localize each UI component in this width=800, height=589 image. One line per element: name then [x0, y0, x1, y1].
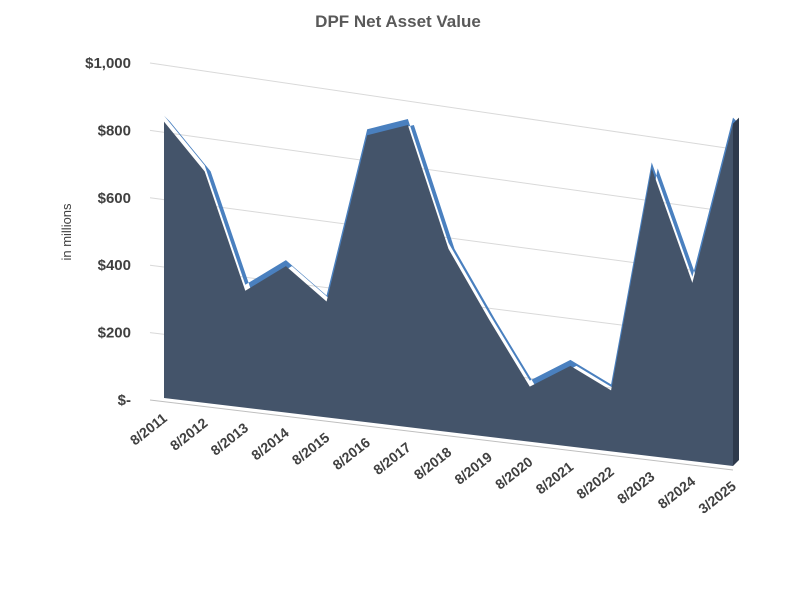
x-tick-label: 8/2018: [411, 444, 455, 483]
x-tick-label: 8/2016: [329, 434, 373, 473]
area-side: [733, 117, 739, 466]
x-tick-label: 8/2011: [127, 410, 170, 449]
x-tick-label: 8/2014: [248, 424, 292, 463]
x-tick-label: 8/2013: [208, 419, 252, 458]
gridline: [149, 62, 734, 150]
y-tick-label: $800: [98, 122, 131, 139]
y-tick-label: $600: [98, 190, 131, 207]
x-tick-label: 8/2023: [614, 468, 658, 507]
x-tick-label: 8/2019: [451, 448, 495, 487]
y-tick-label: $200: [98, 325, 131, 342]
y-axis-label: in millions: [59, 203, 74, 261]
area-series: [164, 115, 739, 466]
x-tick-label: 8/2012: [167, 414, 211, 453]
x-tick-label: 8/2015: [289, 429, 333, 468]
area-face: [164, 121, 733, 466]
x-tick-label: 8/2022: [573, 463, 617, 502]
chart-title: DPF Net Asset Value: [315, 12, 481, 31]
y-tick-label: $1,000: [85, 55, 131, 72]
y-tick-label: $-: [118, 392, 131, 409]
gridline: [149, 129, 734, 213]
x-tick-label: 8/2020: [492, 453, 536, 492]
y-tick-label: $400: [98, 257, 131, 274]
x-tick-label: 8/2017: [370, 439, 414, 478]
x-tick-label: 3/2025: [695, 478, 739, 517]
x-axis-line: [149, 399, 734, 471]
x-tick-label: 8/2021: [533, 458, 577, 497]
x-tick-label: 8/2024: [655, 473, 699, 512]
y-axis-ticks: $- $200 $400 $600 $800 $1,000: [85, 55, 734, 471]
